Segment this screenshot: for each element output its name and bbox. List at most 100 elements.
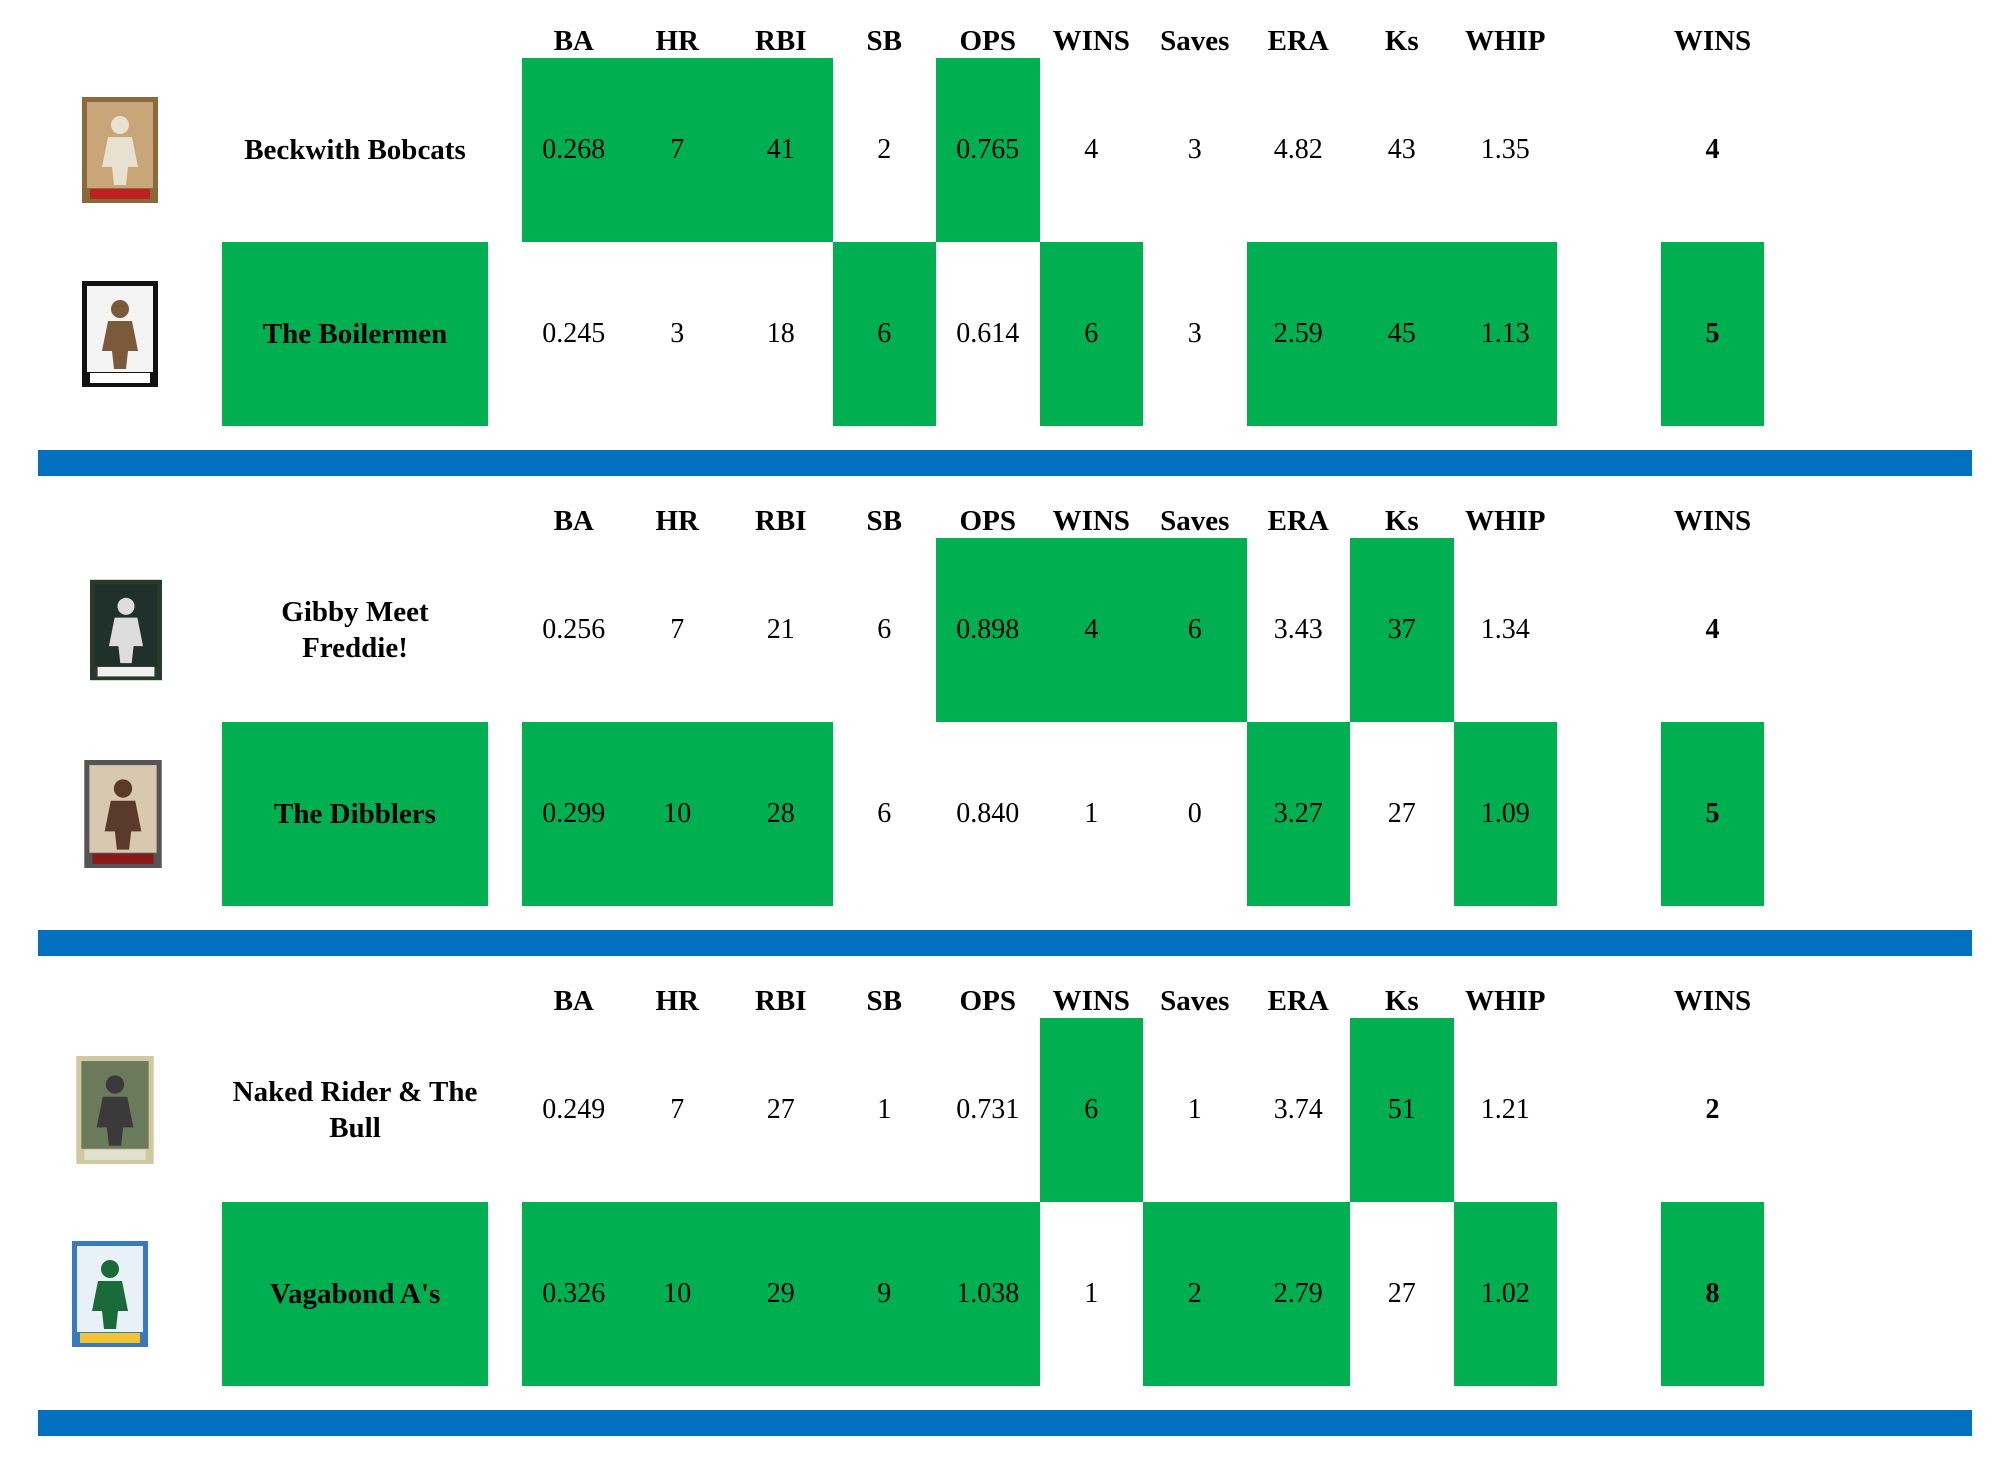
category-wins-total: 4 <box>1705 134 1720 165</box>
category-wins-total: 5 <box>1661 242 1764 426</box>
stat-cell-hr: 7 <box>625 58 729 242</box>
stat-cell-sb: 6 <box>877 614 892 645</box>
stat-cell-wins: 1 <box>1084 798 1099 829</box>
stat-cell-hr: 7 <box>670 614 685 645</box>
matchup-1: BA HR RBI SB OPS WINS Saves ERA Ks WHIP WINS Beckwi… <box>0 12 2000 482</box>
stat-cell-wins: 4 <box>1084 134 1099 165</box>
stat-cell-sb: 1 <box>877 1094 892 1125</box>
matchup-3: BA HR RBI SB OPS WINS Saves ERA Ks WHIP WINS Naked … <box>0 972 2000 1442</box>
column-header-era: ERA <box>1267 505 1329 537</box>
stat-cell-saves: 1 <box>1187 1094 1202 1125</box>
stat-cell-ops: 0.731 <box>956 1094 1020 1125</box>
category-wins-total: 4 <box>1705 614 1720 645</box>
stat-cell-era: 3.74 <box>1273 1094 1323 1125</box>
column-header-hr: HR <box>655 25 700 57</box>
stat-cell-hr: 10 <box>625 722 729 906</box>
stat-cell-ba: 0.326 <box>522 1202 626 1386</box>
stat-cell-rbi: 41 <box>729 58 833 242</box>
column-header-sb: SB <box>866 25 902 57</box>
column-header-wins: WINS <box>1052 985 1130 1017</box>
column-header-saves: Saves <box>1160 985 1230 1017</box>
stat-cell-era: 3.43 <box>1273 614 1323 645</box>
column-header-era: ERA <box>1267 985 1329 1017</box>
stat-cell-rbi: 21 <box>766 614 795 645</box>
column-header-total-wins: WINS <box>1673 25 1752 57</box>
stat-cell-wins: 6 <box>1039 1018 1143 1202</box>
column-header-total-wins: WINS <box>1673 505 1752 537</box>
column-header-saves: Saves <box>1160 25 1230 57</box>
column-header-wins: WINS <box>1052 505 1130 537</box>
stat-cell-rbi: 28 <box>729 722 833 906</box>
column-header-hr: HR <box>655 985 700 1017</box>
column-header-sb: SB <box>866 505 902 537</box>
stat-cell-ks: 43 <box>1387 134 1416 165</box>
baseball-card-athletics-icon <box>72 1241 148 1347</box>
stat-cell-ks: 27 <box>1387 1278 1416 1309</box>
stat-cell-whip: 1.02 <box>1453 1202 1557 1386</box>
team-name: Beckwith Bobcats <box>244 134 466 166</box>
stat-cell-ks: 27 <box>1387 798 1416 829</box>
stat-cell-ks: 37 <box>1350 538 1454 722</box>
stat-cell-ba: 0.256 <box>542 614 606 645</box>
stat-cell-ks: 45 <box>1350 242 1454 426</box>
stat-cell-ops: 0.614 <box>956 318 1020 349</box>
category-wins-total: 5 <box>1661 722 1764 906</box>
stat-cell-sb: 6 <box>832 242 936 426</box>
stat-cell-sb: 2 <box>877 134 892 165</box>
column-header-rbi: RBI <box>754 505 807 537</box>
stat-cell-ops: 0.765 <box>936 58 1040 242</box>
stat-cell-ops: 0.840 <box>956 798 1020 829</box>
column-header-hr: HR <box>655 505 700 537</box>
column-header-wins: WINS <box>1052 25 1130 57</box>
stat-cell-whip: 1.35 <box>1480 134 1530 165</box>
stat-cell-saves: 0 <box>1187 798 1202 829</box>
column-header-whip: WHIP <box>1464 25 1546 57</box>
stat-cell-era: 3.27 <box>1246 722 1350 906</box>
team-name: Vagabond A's <box>222 1202 488 1386</box>
stat-cell-rbi: 27 <box>766 1094 795 1125</box>
column-header-ops: OPS <box>959 25 1016 57</box>
stat-cell-ba: 0.299 <box>522 722 626 906</box>
stat-cell-ba: 0.249 <box>542 1094 606 1125</box>
column-header-ba: BA <box>553 505 594 537</box>
stat-cell-era: 2.79 <box>1246 1202 1350 1386</box>
team-name: The Boilermen <box>222 242 488 426</box>
column-header-saves: Saves <box>1160 505 1230 537</box>
baseball-card-runner-icon <box>90 579 162 681</box>
column-header-rbi: RBI <box>754 985 807 1017</box>
stat-cell-whip: 1.21 <box>1480 1094 1530 1125</box>
column-header-rbi: RBI <box>754 25 807 57</box>
stat-cell-sb: 6 <box>877 798 892 829</box>
team-name: The Dibblers <box>222 722 488 906</box>
team-name: Gibby Meet Freddie! <box>281 596 429 664</box>
category-wins-total: 2 <box>1705 1094 1720 1125</box>
stat-cell-era: 2.59 <box>1246 242 1350 426</box>
baseball-card-hitter-icon <box>76 1056 154 1164</box>
stat-cell-hr: 7 <box>670 1094 685 1125</box>
stat-cell-wins: 6 <box>1039 242 1143 426</box>
stat-cell-saves: 3 <box>1187 318 1202 349</box>
stat-cell-whip: 1.09 <box>1453 722 1557 906</box>
stat-cell-ba: 0.245 <box>542 318 606 349</box>
column-header-ks: Ks <box>1384 505 1419 537</box>
stat-cell-wins: 1 <box>1084 1278 1099 1309</box>
matchup-divider <box>38 1410 1972 1436</box>
matchup-divider <box>38 930 1972 956</box>
stat-cell-rbi: 18 <box>766 318 795 349</box>
stat-cell-saves: 3 <box>1187 134 1202 165</box>
stat-cell-sb: 9 <box>832 1202 936 1386</box>
column-header-ba: BA <box>553 25 594 57</box>
stat-cell-saves: 2 <box>1143 1202 1247 1386</box>
stat-cell-whip: 1.34 <box>1480 614 1530 645</box>
column-header-whip: WHIP <box>1464 985 1546 1017</box>
column-header-total-wins: WINS <box>1673 985 1752 1017</box>
stat-cell-whip: 1.13 <box>1453 242 1557 426</box>
stat-cell-era: 4.82 <box>1273 134 1323 165</box>
column-header-whip: WHIP <box>1464 505 1546 537</box>
stat-cell-ops: 1.038 <box>936 1202 1040 1386</box>
matchup-2: BA HR RBI SB OPS WINS Saves ERA Ks WHIP WINS Gibby … <box>0 492 2000 962</box>
column-header-ops: OPS <box>959 985 1016 1017</box>
stat-cell-hr: 3 <box>670 318 685 349</box>
matchup-divider <box>38 450 1972 476</box>
